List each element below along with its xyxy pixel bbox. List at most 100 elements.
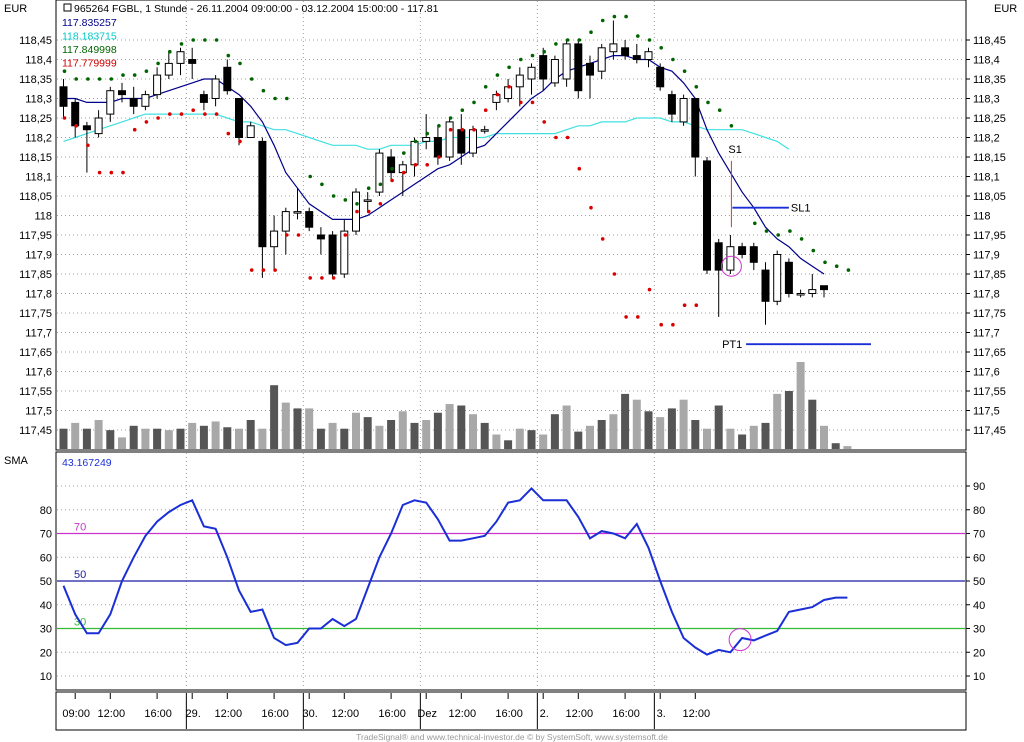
candle bbox=[714, 238, 723, 317]
volume-bar bbox=[422, 420, 431, 449]
price-tick-label: 118,35 bbox=[973, 74, 1006, 86]
candle-body-up bbox=[106, 90, 115, 115]
candle-body-up bbox=[153, 74, 162, 96]
lower-dot bbox=[565, 135, 570, 140]
lower-dot bbox=[671, 322, 675, 327]
lower-dot bbox=[495, 92, 500, 97]
upper-dot bbox=[331, 194, 336, 198]
candle bbox=[153, 67, 162, 99]
price-tick-label: 118,2 bbox=[973, 133, 1000, 145]
indicator-value: 118.183715 bbox=[62, 31, 117, 43]
candle bbox=[749, 242, 758, 271]
upper-dot bbox=[168, 49, 172, 54]
time-tick-label: 30. bbox=[303, 708, 318, 720]
candle bbox=[586, 55, 594, 99]
price-signal-circle bbox=[720, 255, 742, 277]
volume-bar bbox=[176, 428, 185, 449]
upper-dot bbox=[261, 88, 266, 93]
volume-bar bbox=[71, 422, 80, 449]
upper-dot bbox=[273, 96, 277, 101]
upper-dot bbox=[460, 108, 465, 112]
lower-signal-dots bbox=[62, 85, 699, 327]
upper-dot bbox=[355, 202, 359, 206]
upper-dot bbox=[776, 233, 780, 237]
candle-body-down bbox=[738, 246, 747, 255]
lower-dot bbox=[62, 116, 67, 120]
oscillator-tick-label: 50 bbox=[973, 576, 985, 588]
time-tick-label: 16:00 bbox=[261, 708, 289, 720]
candle-body-down bbox=[621, 47, 630, 57]
upper-dot bbox=[507, 65, 511, 70]
candle bbox=[176, 47, 185, 76]
candle bbox=[281, 207, 290, 255]
volume-bar bbox=[574, 431, 583, 449]
price-tick-label: 118,45 bbox=[973, 35, 1006, 47]
volume-bar bbox=[644, 411, 653, 449]
candle-body-down bbox=[223, 66, 232, 92]
candle-body-up bbox=[562, 43, 571, 80]
candle bbox=[340, 219, 349, 278]
upper-dot bbox=[179, 42, 184, 46]
oscillator-tick-label: 20 bbox=[40, 647, 52, 659]
volume-bar bbox=[293, 408, 302, 449]
candle bbox=[656, 63, 665, 91]
volume-bar bbox=[597, 420, 606, 449]
candle-body-down bbox=[188, 59, 197, 64]
lower-dot bbox=[647, 287, 652, 292]
lower-dot bbox=[589, 205, 593, 210]
candle-body-up bbox=[375, 152, 384, 193]
oscillator-axis-left: 10 20 30 40 50 60 70 80 bbox=[40, 505, 52, 683]
candle-body-up bbox=[176, 51, 185, 64]
volume-bar bbox=[679, 399, 688, 449]
volume-bar bbox=[457, 405, 466, 449]
candle bbox=[820, 285, 828, 298]
price-tick-label: 117,95 bbox=[973, 230, 1006, 242]
volume-bar bbox=[691, 420, 700, 449]
volume-bar bbox=[223, 427, 232, 449]
volume-bar bbox=[492, 434, 501, 449]
lower-dot bbox=[191, 108, 195, 112]
volume-bar bbox=[586, 425, 594, 449]
candle-body-up bbox=[644, 51, 653, 61]
volume-bar bbox=[667, 408, 676, 449]
price-tick-label: 117,75 bbox=[973, 308, 1006, 320]
candle bbox=[129, 86, 138, 115]
time-tick-label: 2. bbox=[540, 708, 549, 720]
upper-dot bbox=[144, 69, 149, 73]
lower-dot bbox=[483, 108, 488, 112]
candle bbox=[691, 98, 700, 177]
volume-bar bbox=[153, 428, 162, 449]
candle bbox=[609, 20, 618, 60]
oscillator-tick-label: 10 bbox=[40, 671, 52, 683]
candle bbox=[59, 79, 68, 118]
candle-body-down bbox=[316, 234, 325, 240]
lower-dot bbox=[355, 209, 359, 214]
candle-body-up bbox=[281, 211, 290, 232]
candle bbox=[703, 157, 711, 274]
trade-annotations: S1 SL1 PT1 bbox=[720, 144, 871, 351]
price-tick-label: 117,55 bbox=[19, 386, 52, 398]
candle-body-up bbox=[410, 140, 419, 166]
volume-bar bbox=[469, 414, 477, 449]
lower-dot bbox=[530, 100, 535, 105]
upper-dot bbox=[109, 77, 114, 81]
volume-bar bbox=[749, 425, 758, 449]
lower-dot bbox=[460, 127, 465, 132]
upper-dot bbox=[214, 38, 219, 42]
candle bbox=[597, 43, 606, 79]
candle bbox=[316, 227, 325, 255]
price-tick-label: 117,6 bbox=[25, 367, 52, 379]
volume-bar bbox=[808, 399, 817, 449]
volume-bar bbox=[387, 420, 396, 449]
price-tick-label: 118,05 bbox=[19, 191, 52, 203]
candle bbox=[118, 82, 126, 103]
candle-body-down bbox=[199, 94, 208, 103]
upper-dot bbox=[694, 85, 699, 89]
upper-dot bbox=[437, 124, 441, 128]
price-tick-label: 117,65 bbox=[19, 347, 52, 359]
upper-dot bbox=[320, 182, 324, 187]
upper-dot bbox=[682, 69, 687, 73]
lower-dot bbox=[285, 233, 289, 237]
price-tick-label: 117,5 bbox=[973, 406, 1000, 418]
candle bbox=[293, 188, 302, 220]
